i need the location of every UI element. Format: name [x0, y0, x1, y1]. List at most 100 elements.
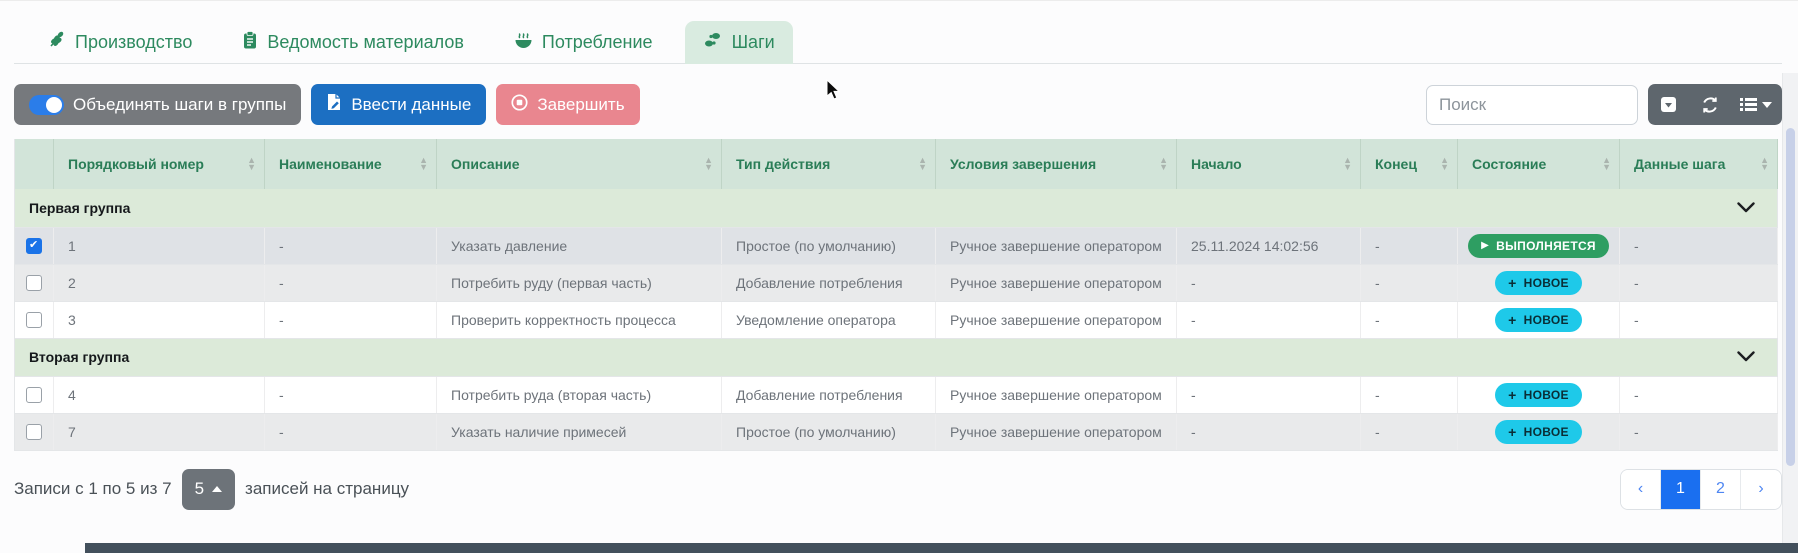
list-columns-icon[interactable]: [1730, 84, 1782, 125]
status-badge[interactable]: + НОВОЕ: [1495, 419, 1582, 444]
page-size-select[interactable]: 5: [181, 468, 236, 510]
cell-name: -: [264, 301, 437, 339]
column-header[interactable]: Условия завершения ▲ ▼: [935, 139, 1177, 189]
column-header-label: Состояние: [1472, 156, 1547, 172]
pagination-page-2[interactable]: 2: [1701, 469, 1741, 509]
row-checkbox[interactable]: [26, 275, 42, 292]
tab-label: Производство: [75, 32, 193, 52]
cell-description: Потребить руду (первая часть): [436, 264, 722, 302]
finish-button[interactable]: Завершить: [496, 84, 640, 125]
column-header-label: Конец: [1375, 156, 1417, 172]
table-footer: Записи с 1 по 5 из 7 5 записей на страни…: [14, 468, 1782, 510]
chevron-down-icon[interactable]: [1737, 349, 1755, 365]
cell-start: -: [1176, 376, 1361, 414]
column-header-label: Описание: [451, 156, 520, 172]
cell-status: + НОВОЕ: [1457, 301, 1620, 339]
tab-production[interactable]: Производство: [30, 21, 210, 64]
steps-table: Порядковый номер ▲ ▼ Наименование ▲ ▼ Описание…: [14, 139, 1778, 451]
tab-bill-of-materials[interactable]: Ведомость материалов: [224, 21, 482, 64]
tab-consumption[interactable]: Потребление: [496, 21, 671, 64]
cell-description: Указать давление: [436, 227, 722, 265]
scrollbar-thumb[interactable]: [1786, 128, 1795, 466]
column-header[interactable]: Данные шага ▲ ▼: [1619, 139, 1778, 189]
cell-completion: Ручное завершение оператором: [935, 301, 1177, 339]
chevron-down-icon: [1762, 101, 1772, 108]
toolbar: Объединять шаги в группы Ввести данные З…: [14, 84, 1782, 125]
scrollbar-track[interactable]: [1782, 73, 1798, 553]
refresh-icon[interactable]: [1689, 84, 1730, 125]
status-badge[interactable]: ▶ ВЫПОЛНЯЕТСЯ: [1468, 233, 1609, 258]
pagination-prev[interactable]: ‹: [1621, 469, 1661, 509]
cell-end: -: [1360, 227, 1458, 265]
pagination-page-1[interactable]: 1: [1661, 469, 1701, 509]
cell-number: 1: [53, 227, 265, 265]
cell-description: Потребить руда (вторая часть): [436, 376, 722, 414]
status-badge[interactable]: + НОВОЕ: [1495, 270, 1582, 295]
column-header[interactable]: Порядковый номер ▲ ▼: [53, 139, 265, 189]
column-header[interactable]: Наименование ▲ ▼: [264, 139, 437, 189]
sort-icon[interactable]: ▲ ▼: [1440, 155, 1449, 172]
cell-number: 2: [53, 264, 265, 302]
status-badge[interactable]: + НОВОЕ: [1495, 382, 1582, 407]
sort-icon[interactable]: ▲ ▼: [247, 155, 256, 172]
clipboard-icon: [242, 31, 258, 54]
cell-checkbox: [14, 264, 54, 302]
enter-data-button[interactable]: Ввести данные: [311, 84, 487, 125]
cell-description: Указать наличие примесей: [436, 413, 722, 451]
column-header[interactable]: Тип действия ▲ ▼: [721, 139, 936, 189]
group-steps-toggle-button[interactable]: Объединять шаги в группы: [14, 84, 302, 125]
column-header[interactable]: Конец ▲ ▼: [1360, 139, 1458, 189]
group-row[interactable]: Первая группа: [14, 189, 1778, 228]
bottom-edge-strip: [85, 543, 1798, 553]
sort-icon[interactable]: ▲ ▼: [918, 155, 927, 172]
column-header-checkbox: [14, 139, 54, 189]
cell-checkbox: [14, 227, 54, 265]
cell-completion: Ручное завершение оператором: [935, 227, 1177, 265]
column-header[interactable]: Состояние ▲ ▼: [1457, 139, 1620, 189]
cell-name: -: [264, 227, 437, 265]
enter-data-label: Ввести данные: [351, 94, 472, 114]
cell-number: 4: [53, 376, 265, 414]
column-header-label: Тип действия: [736, 156, 831, 172]
chevron-down-icon[interactable]: [1737, 200, 1755, 216]
records-info: Записи с 1 по 5 из 7: [14, 479, 172, 498]
sort-icon[interactable]: ▲ ▼: [1159, 155, 1168, 172]
cell-action_type: Уведомление оператора: [721, 301, 936, 339]
row-checkbox[interactable]: [26, 424, 42, 441]
cell-completion: Ручное завершение оператором: [935, 376, 1177, 414]
cell-step_data: -: [1619, 301, 1778, 339]
sort-icon[interactable]: ▲ ▼: [1602, 155, 1611, 172]
shoe-prints-icon: [703, 31, 723, 54]
cell-start: -: [1176, 264, 1361, 302]
column-header-label: Наименование: [279, 156, 382, 172]
sort-icon[interactable]: ▲ ▼: [419, 155, 428, 172]
cell-checkbox: [14, 376, 54, 414]
caret-square-down-icon[interactable]: [1648, 84, 1689, 125]
column-header[interactable]: Начало ▲ ▼: [1176, 139, 1361, 189]
sort-icon[interactable]: ▲ ▼: [704, 155, 713, 172]
cell-checkbox: [14, 301, 54, 339]
status-badge[interactable]: + НОВОЕ: [1495, 307, 1582, 332]
plus-icon: +: [1508, 311, 1517, 328]
sort-icon[interactable]: ▲ ▼: [1343, 155, 1352, 172]
row-checkbox[interactable]: [26, 238, 42, 255]
stop-circle-icon: [511, 93, 528, 116]
group-row[interactable]: Вторая группа: [14, 338, 1778, 377]
tab-steps[interactable]: Шаги: [684, 21, 793, 64]
row-checkbox[interactable]: [26, 312, 42, 329]
row-checkbox[interactable]: [26, 387, 42, 404]
status-badge-label: ВЫПОЛНЯЕТСЯ: [1496, 238, 1596, 253]
pen-document-icon: [326, 93, 342, 116]
cell-status: ▶ ВЫПОЛНЯЕТСЯ: [1457, 227, 1620, 265]
cell-completion: Ручное завершение оператором: [935, 413, 1177, 451]
column-header-label: Порядковый номер: [68, 156, 204, 172]
toggle-on-icon[interactable]: [29, 94, 64, 115]
sort-icon[interactable]: ▲ ▼: [1760, 155, 1769, 172]
search-input[interactable]: [1426, 84, 1638, 125]
column-header[interactable]: Описание ▲ ▼: [436, 139, 722, 189]
pagination-next[interactable]: ›: [1741, 469, 1781, 509]
table-row: 7- Указать наличие примесей Простое (по ум…: [14, 413, 1778, 451]
column-header-label: Начало: [1191, 156, 1242, 172]
